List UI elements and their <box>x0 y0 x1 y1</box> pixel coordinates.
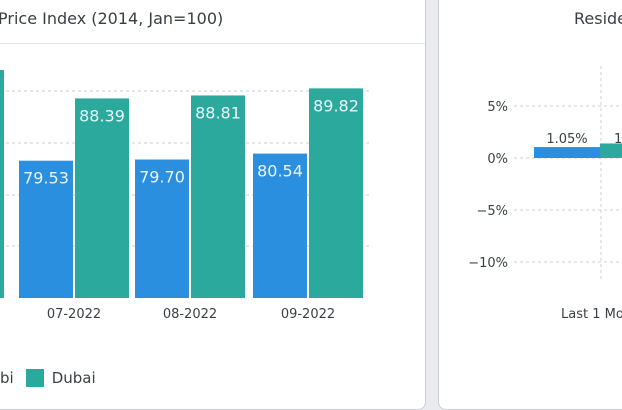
price-index-title: Price Index (2014, Jan=100) <box>0 9 224 28</box>
right-bar-s1 <box>600 143 622 158</box>
data-label-09-2022-s0: 80.54 <box>257 162 303 181</box>
data-label-08-2022-s1: 88.81 <box>195 103 241 122</box>
chart-legend: bi Dubai <box>0 368 96 388</box>
right-data-label-0: 1.05% <box>546 132 587 147</box>
data-label-09-2022-s1: 89.82 <box>313 96 359 115</box>
legend-item-abu-dhabi[interactable]: bi <box>0 369 14 387</box>
right-y-tick-1: 0% <box>487 152 508 167</box>
right-y-tick-2: −5% <box>476 204 508 219</box>
right-bar-s0 <box>534 147 600 158</box>
legend-label-abu-dhabi: bi <box>0 369 14 387</box>
residential-change-chart: 5% 0% −5% −10% 1.05% 1 Last 1 Mo <box>468 66 622 322</box>
x-tick-09-2022: 09-2022 <box>281 307 335 322</box>
right-y-tick-0: 5% <box>487 100 508 115</box>
residential-panel: Reside <box>438 0 622 410</box>
right-y-tick-3: −10% <box>468 256 508 271</box>
x-tick-07-2022: 07-2022 <box>47 307 101 322</box>
bar-07-2022-s0 <box>19 160 73 298</box>
data-label-08-2022-s0: 79.70 <box>139 168 185 187</box>
legend-label-dubai: Dubai <box>51 369 96 387</box>
bar-08-2022-s1 <box>191 95 245 298</box>
price-index-chart: 79.53 88.39 07-2022 79.70 88.81 08-2022 80.54 8… <box>0 70 372 322</box>
x-tick-08-2022: 08-2022 <box>163 307 217 322</box>
data-label-07-2022-s0: 79.53 <box>23 169 69 188</box>
bar-09-2022-s0 <box>253 153 307 298</box>
legend-item-dubai[interactable]: Dubai <box>25 369 96 387</box>
residential-title: Reside <box>574 9 622 28</box>
bar-09-2022-s1 <box>309 88 363 299</box>
legend-swatch-dubai <box>25 369 44 387</box>
bar-08-2022-s0 <box>135 159 189 298</box>
title-divider <box>0 43 425 44</box>
bar-previous-dubai <box>0 70 4 298</box>
data-label-07-2022-s1: 88.39 <box>79 106 125 125</box>
bar-07-2022-s1 <box>75 98 129 298</box>
right-data-label-1: 1 <box>614 132 622 147</box>
right-x-tick-0: Last 1 Mo <box>561 307 622 322</box>
